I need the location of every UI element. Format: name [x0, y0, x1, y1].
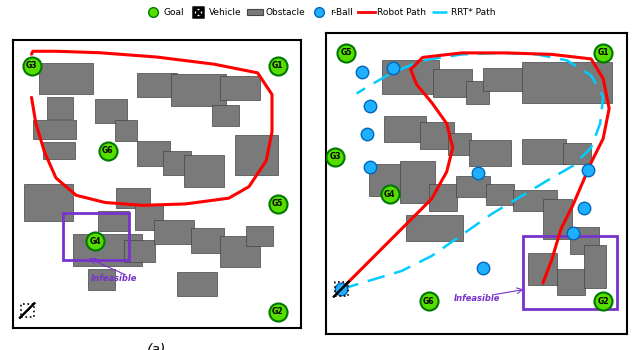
- Bar: [400, 161, 435, 203]
- Bar: [543, 199, 572, 239]
- Bar: [137, 73, 177, 97]
- Bar: [163, 150, 191, 175]
- Bar: [33, 120, 76, 139]
- Bar: [448, 133, 471, 155]
- Bar: [116, 188, 150, 208]
- Bar: [469, 140, 511, 166]
- Text: Infeasible: Infeasible: [90, 274, 137, 283]
- Text: G1: G1: [272, 61, 284, 70]
- Bar: [235, 135, 278, 175]
- Bar: [456, 176, 490, 197]
- Text: G4: G4: [384, 190, 396, 199]
- Bar: [483, 68, 527, 91]
- Bar: [467, 82, 489, 104]
- Text: G1: G1: [597, 48, 609, 57]
- Bar: [429, 184, 457, 211]
- Bar: [20, 304, 34, 317]
- Bar: [383, 116, 426, 142]
- Bar: [528, 253, 557, 285]
- Bar: [335, 282, 348, 296]
- Bar: [570, 228, 598, 254]
- Text: G6: G6: [423, 296, 435, 306]
- Text: G3: G3: [26, 61, 37, 70]
- Bar: [95, 99, 127, 123]
- Text: G5: G5: [340, 48, 351, 57]
- Bar: [115, 120, 137, 141]
- Bar: [246, 225, 273, 246]
- Bar: [63, 212, 129, 260]
- Bar: [24, 184, 73, 221]
- Text: G2: G2: [597, 296, 609, 306]
- Text: (b): (b): [467, 349, 486, 350]
- Text: G2: G2: [272, 307, 284, 316]
- Bar: [212, 105, 239, 126]
- Bar: [584, 245, 606, 288]
- Bar: [184, 155, 225, 187]
- Bar: [177, 272, 218, 296]
- Bar: [433, 69, 472, 97]
- Bar: [382, 61, 439, 93]
- Bar: [486, 184, 515, 205]
- Legend: Goal, Vehicle, Obstacle, r-Ball, Robot Path, RRT* Path: Goal, Vehicle, Obstacle, r-Ball, Robot P…: [141, 5, 499, 21]
- Bar: [220, 76, 260, 100]
- Bar: [47, 97, 73, 119]
- Bar: [154, 220, 195, 244]
- Bar: [98, 211, 129, 231]
- Text: Infeasible: Infeasible: [454, 294, 500, 302]
- Text: G6: G6: [102, 146, 113, 155]
- Bar: [522, 139, 566, 164]
- Bar: [38, 63, 93, 94]
- Text: G3: G3: [330, 152, 341, 161]
- Text: G5: G5: [272, 199, 284, 208]
- Bar: [88, 269, 115, 290]
- Bar: [420, 122, 454, 149]
- Bar: [406, 215, 463, 241]
- Bar: [563, 143, 591, 164]
- Bar: [43, 142, 75, 159]
- Bar: [513, 190, 557, 211]
- Bar: [524, 236, 617, 309]
- Text: (a): (a): [147, 342, 166, 350]
- Bar: [220, 236, 260, 267]
- Bar: [73, 234, 143, 266]
- Text: G4: G4: [89, 237, 100, 246]
- Bar: [124, 240, 156, 261]
- Bar: [191, 229, 225, 253]
- Bar: [369, 164, 412, 196]
- Bar: [172, 74, 226, 106]
- Bar: [522, 62, 612, 103]
- Bar: [137, 141, 170, 167]
- Bar: [557, 270, 585, 295]
- Bar: [135, 205, 163, 230]
